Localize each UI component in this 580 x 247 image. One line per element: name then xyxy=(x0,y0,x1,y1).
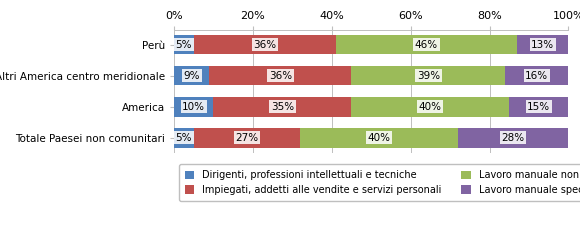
Bar xyxy=(194,128,300,147)
Legend: Dirigenti, professioni intellettuali e tecniche, Impiegati, addetti alle vendite: Dirigenti, professioni intellettuali e t… xyxy=(179,164,580,201)
Text: 15%: 15% xyxy=(527,102,550,112)
Bar xyxy=(505,66,568,85)
Bar xyxy=(517,35,568,55)
Bar xyxy=(174,35,194,55)
Text: 40%: 40% xyxy=(368,133,390,143)
Bar xyxy=(509,97,568,117)
Text: 16%: 16% xyxy=(525,71,549,81)
Bar xyxy=(458,128,568,147)
Text: 36%: 36% xyxy=(253,40,276,50)
Text: 5%: 5% xyxy=(176,133,192,143)
Bar xyxy=(351,66,505,85)
Text: 27%: 27% xyxy=(235,133,259,143)
Text: 5%: 5% xyxy=(176,40,192,50)
Bar xyxy=(209,66,351,85)
Bar xyxy=(300,128,458,147)
Text: 10%: 10% xyxy=(182,102,205,112)
Text: 46%: 46% xyxy=(415,40,438,50)
Text: 39%: 39% xyxy=(417,71,440,81)
Bar xyxy=(174,128,194,147)
Bar xyxy=(194,35,336,55)
Text: 35%: 35% xyxy=(271,102,294,112)
Bar xyxy=(213,97,351,117)
Text: 36%: 36% xyxy=(269,71,292,81)
Text: 9%: 9% xyxy=(183,71,200,81)
Text: 13%: 13% xyxy=(531,40,554,50)
Bar xyxy=(174,66,209,85)
Bar xyxy=(336,35,517,55)
Bar xyxy=(174,97,213,117)
Text: 40%: 40% xyxy=(419,102,442,112)
Bar xyxy=(351,97,509,117)
Text: 28%: 28% xyxy=(502,133,525,143)
